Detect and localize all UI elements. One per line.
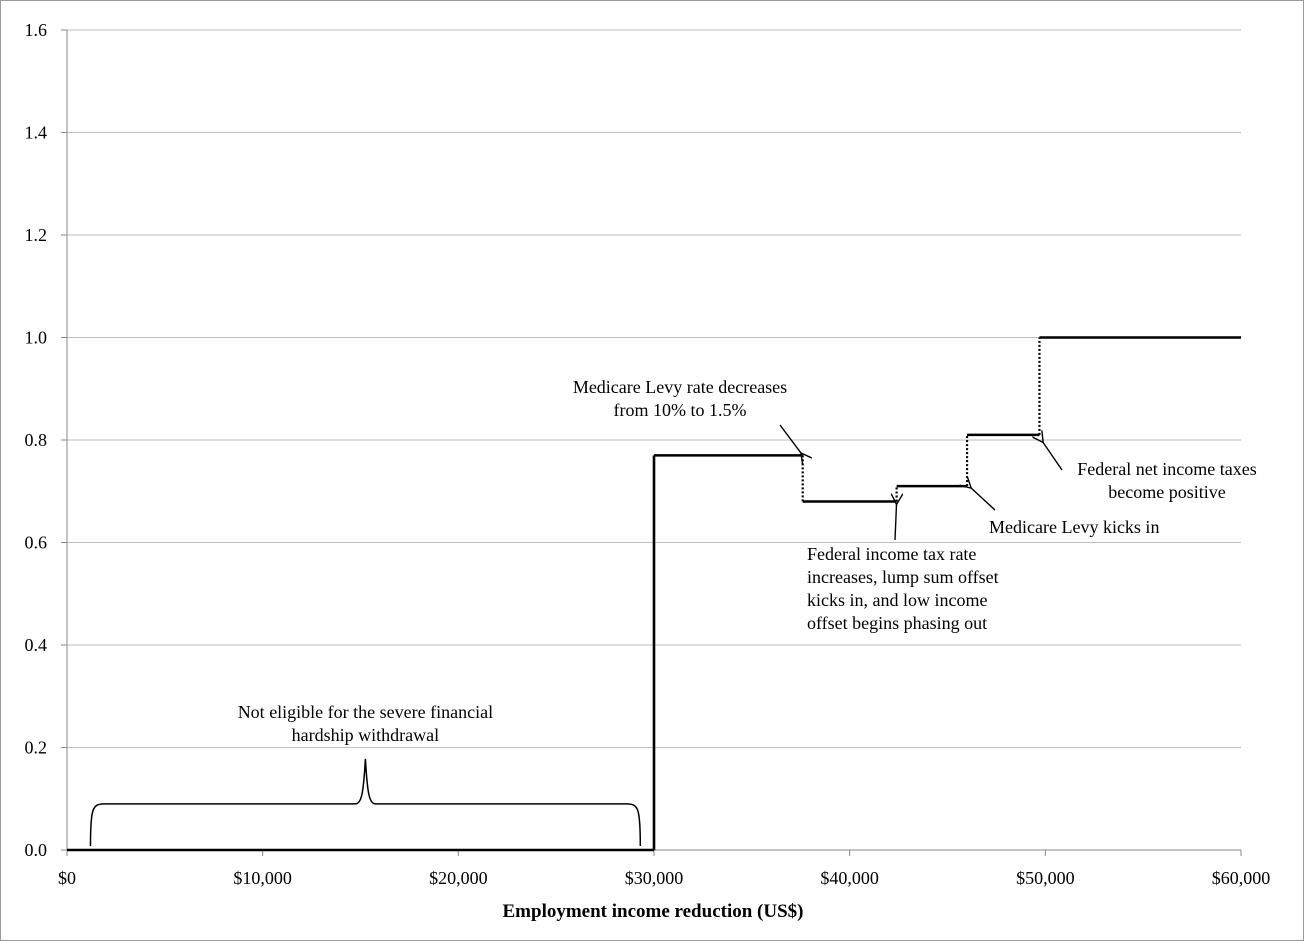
y-tick-label: 1.6 (25, 20, 48, 40)
federal-net-taxes-label-line: become positive (1108, 482, 1225, 502)
brace-label-line: hardship withdrawal (292, 725, 439, 745)
medicare-rate-label-arrow (779, 424, 801, 453)
y-tick-label: 1.4 (25, 123, 48, 143)
x-axis-title: Employment income reduction (US$) (503, 901, 804, 922)
x-tick-label: $50,000 (1016, 868, 1075, 888)
y-tick-label: 0.0 (25, 840, 48, 860)
x-tick-label: $0 (58, 868, 76, 888)
federal-tax-rate-label-line: increases, lump sum offset (807, 567, 999, 587)
brace-label-line: Not eligible for the severe financial (238, 702, 493, 722)
gridlines (67, 29, 1241, 748)
data-series (67, 336, 1241, 852)
medicare-rate-label-line: from 10% to 1.5% (614, 400, 747, 420)
federal-tax-rate-label-line: offset begins phasing out (807, 613, 987, 633)
y-tick-label: 1.2 (25, 225, 48, 245)
federal-net-taxes-label-arrow (1043, 442, 1063, 471)
x-tick-label: $10,000 (233, 868, 292, 888)
federal-net-taxes-label-line: Federal net income taxes (1077, 459, 1256, 479)
federal-tax-rate-label-line: kicks in, and low income (807, 590, 987, 610)
annotations: Not eligible for the severe financial har… (89, 377, 1257, 847)
y-tick-label: 0.8 (25, 430, 48, 450)
y-tick-label: 1.0 (25, 328, 48, 348)
medicare-kicks-in-label-line: Medicare Levy kicks in (989, 517, 1159, 537)
axes: 0.0 0.2 0.4 0.6 0.8 1.0 1.2 1.4 1.6 $0 $10,000 $20,… (25, 20, 1271, 888)
x-tick-label: $60,000 (1212, 868, 1271, 888)
federal-tax-rate-label-line: Federal income tax rate (807, 544, 976, 564)
y-tick-label: 0.4 (25, 635, 48, 655)
x-tick-label: $20,000 (429, 868, 488, 888)
x-tick-label: $30,000 (625, 868, 684, 888)
medicare-rate-label-line: Medicare Levy rate decreases (573, 377, 787, 397)
y-tick-label: 0.6 (25, 533, 48, 553)
medicare-kicks-in-label-arrow (971, 488, 996, 511)
hardship-brace (89, 758, 642, 847)
y-tick-label: 0.2 (25, 738, 48, 758)
federal-tax-rate-label-arrow (895, 504, 897, 541)
x-tick-label: $40,000 (820, 868, 879, 888)
